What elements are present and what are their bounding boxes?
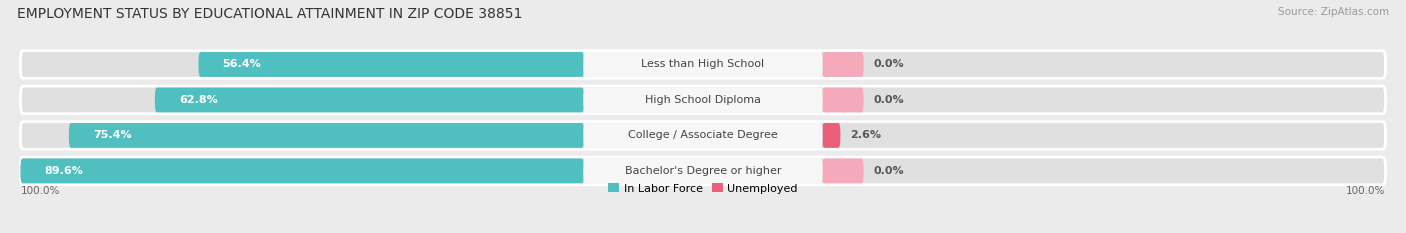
FancyBboxPatch shape: [583, 52, 823, 77]
Text: 0.0%: 0.0%: [873, 59, 904, 69]
FancyBboxPatch shape: [583, 88, 823, 112]
Text: 0.0%: 0.0%: [873, 95, 904, 105]
Text: 62.8%: 62.8%: [179, 95, 218, 105]
FancyBboxPatch shape: [21, 158, 583, 183]
FancyBboxPatch shape: [21, 51, 1385, 78]
Text: 56.4%: 56.4%: [222, 59, 262, 69]
Text: Bachelor's Degree or higher: Bachelor's Degree or higher: [624, 166, 782, 176]
Text: College / Associate Degree: College / Associate Degree: [628, 130, 778, 140]
FancyBboxPatch shape: [823, 52, 863, 77]
Text: Less than High School: Less than High School: [641, 59, 765, 69]
Text: 100.0%: 100.0%: [1346, 186, 1385, 196]
FancyBboxPatch shape: [21, 86, 1385, 114]
Text: 100.0%: 100.0%: [21, 186, 60, 196]
FancyBboxPatch shape: [198, 52, 583, 77]
FancyBboxPatch shape: [583, 158, 823, 183]
Text: EMPLOYMENT STATUS BY EDUCATIONAL ATTAINMENT IN ZIP CODE 38851: EMPLOYMENT STATUS BY EDUCATIONAL ATTAINM…: [17, 7, 522, 21]
FancyBboxPatch shape: [21, 122, 1385, 149]
FancyBboxPatch shape: [155, 88, 583, 112]
Text: 89.6%: 89.6%: [45, 166, 83, 176]
FancyBboxPatch shape: [21, 157, 1385, 185]
Text: High School Diploma: High School Diploma: [645, 95, 761, 105]
Legend: In Labor Force, Unemployed: In Labor Force, Unemployed: [603, 179, 803, 198]
Text: 2.6%: 2.6%: [851, 130, 882, 140]
Text: 75.4%: 75.4%: [93, 130, 132, 140]
FancyBboxPatch shape: [583, 123, 823, 148]
FancyBboxPatch shape: [823, 123, 841, 148]
Text: 0.0%: 0.0%: [873, 166, 904, 176]
Text: Source: ZipAtlas.com: Source: ZipAtlas.com: [1278, 7, 1389, 17]
FancyBboxPatch shape: [823, 88, 863, 112]
FancyBboxPatch shape: [69, 123, 583, 148]
FancyBboxPatch shape: [823, 158, 863, 183]
